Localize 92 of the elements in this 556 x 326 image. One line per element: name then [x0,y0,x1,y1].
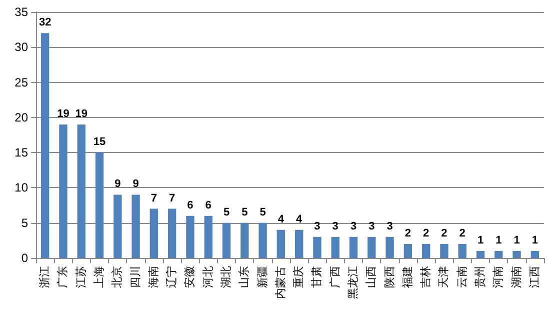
y-tick-label: 5 [21,216,28,230]
y-tick-label: 0 [21,251,28,265]
bar [294,230,304,258]
data-label: 6 [187,199,194,212]
y-tick-label: 15 [14,146,28,160]
data-label: 7 [150,192,157,204]
bar [132,194,140,258]
data-label: 5 [223,206,230,218]
data-label: 2 [459,227,466,240]
bar [276,230,286,258]
x-tick-label: 北京 [110,266,124,288]
data-label: 19 [57,108,70,120]
x-tick-label: 上海 [92,266,106,288]
x-tick-label: 甘肃 [310,266,324,288]
data-label: 6 [205,199,212,212]
bar [530,250,540,258]
data-label: 4 [296,213,304,226]
x-tick-label: 四川 [128,266,142,288]
bar [331,236,340,258]
y-tick-label: 20 [14,110,28,124]
x-tick-label: 湖北 [220,266,232,288]
bar [494,250,503,258]
x-tick-label: 广西 [328,266,342,288]
bar [368,236,376,258]
data-label: 1 [496,234,502,246]
bar [150,208,158,258]
bar [40,33,50,258]
data-label: 1 [477,234,484,246]
x-tick-label: 黑龙江 [346,266,360,299]
x-tick-label: 云南 [455,266,468,288]
x-tick-label: 安徽 [183,266,196,288]
bar [440,244,448,258]
data-label: 9 [132,178,139,190]
bar [349,236,358,258]
data-label: 1 [532,234,538,246]
data-label: 32 [38,16,52,29]
x-tick-label: 辽宁 [165,266,178,288]
data-label: 3 [332,220,338,232]
x-tick-label: 湖南 [510,266,523,288]
bar [59,124,68,258]
bar [168,208,176,258]
bar [240,222,249,258]
x-tick-label: 江西 [528,266,541,288]
data-label: 19 [75,108,88,120]
data-label: 1 [514,234,520,246]
bar [114,194,122,258]
x-tick-label: 贵州 [474,266,486,288]
bar [512,250,521,258]
x-tick-label: 天津 [437,266,450,288]
y-tick-label: 30 [14,40,28,54]
data-label: 3 [386,220,393,232]
data-label: 4 [278,213,285,226]
bar [404,244,412,258]
x-tick-label: 新疆 [256,266,269,288]
data-label: 3 [350,220,357,232]
y-tick-label: 10 [14,180,28,195]
bar [258,222,267,258]
x-tick-label: 广东 [56,266,70,288]
data-label: 7 [169,192,176,204]
y-tick-label: 25 [14,75,28,90]
x-tick-label: 福建 [400,266,414,288]
data-label: 3 [314,220,320,232]
y-tick-label: 35 [14,5,28,19]
bar [77,124,86,258]
data-label: 3 [368,220,375,232]
data-label: 15 [93,136,106,148]
x-tick-label: 江苏 [74,266,88,288]
x-tick-label: 浙江 [38,266,52,288]
bar [95,152,104,258]
data-label: 2 [441,227,448,240]
x-tick-label: 山西 [364,266,378,288]
bar [222,222,231,258]
x-tick-label: 重庆 [292,266,306,288]
x-tick-label: 陕西 [384,266,396,288]
bar [186,216,194,258]
x-tick-label: 海南 [146,266,160,288]
bar [386,236,394,258]
x-tick-label: 河南 [492,266,505,288]
bar [458,244,466,258]
bar [476,250,485,258]
data-label: 9 [114,178,121,190]
data-label: 5 [260,206,266,218]
x-tick-label: 吉林 [419,266,432,288]
bar [422,244,430,258]
x-tick-label: 内蒙古 [274,266,287,299]
data-label: 2 [404,227,411,240]
bar [204,216,212,258]
data-label: 2 [423,227,430,240]
x-tick-label: 山东 [238,266,251,288]
data-label: 5 [242,206,248,218]
bar [313,236,322,258]
x-tick-label: 河北 [201,266,214,288]
